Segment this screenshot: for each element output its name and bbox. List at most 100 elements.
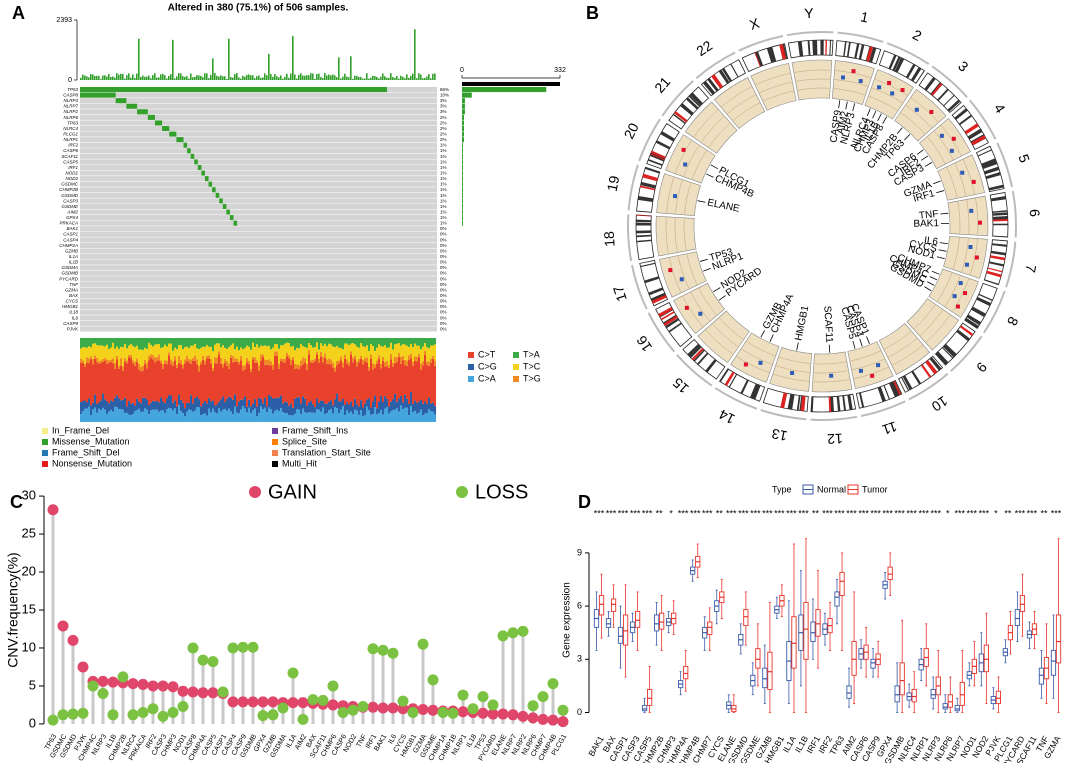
spectrum-segment xyxy=(326,403,329,414)
sample-burden-bar xyxy=(370,77,372,80)
legend-title: Type xyxy=(772,484,792,494)
sample-burden-bar xyxy=(270,73,272,80)
box xyxy=(894,685,900,703)
legend-swatch xyxy=(513,376,519,382)
spectrum-segment xyxy=(92,343,95,360)
lollipop-head xyxy=(247,696,259,708)
spectrum-segment xyxy=(328,338,331,344)
spectrum-segment xyxy=(80,413,83,422)
outer-ring xyxy=(695,51,736,80)
gene-label: GSDMB xyxy=(61,271,78,276)
row-background xyxy=(80,192,437,198)
spectrum-segment xyxy=(98,402,101,409)
lollipop-head xyxy=(327,699,339,711)
spectrum-segment xyxy=(236,338,239,347)
sample-burden-bar xyxy=(246,74,248,80)
sample-burden-bar xyxy=(382,73,384,80)
sample-burden-bar xyxy=(324,73,326,80)
spectrum-segment xyxy=(230,355,233,358)
spectrum-segment xyxy=(116,346,119,356)
spectrum-segment xyxy=(388,413,391,422)
gene-frequency-bar xyxy=(462,92,472,98)
spectrum-segment xyxy=(354,344,357,356)
spectrum-segment xyxy=(202,413,205,422)
gene-marker xyxy=(958,281,963,286)
spectrum-segment xyxy=(176,338,179,350)
spectrum-segment xyxy=(272,398,275,414)
lollipop-head xyxy=(377,644,389,656)
mutation-cells xyxy=(215,192,220,198)
spectrum-segment xyxy=(276,338,279,345)
box xyxy=(622,614,629,646)
spectrum-segment xyxy=(188,338,191,348)
spectrum-segment xyxy=(300,338,303,344)
spectrum-segment xyxy=(102,359,105,362)
ideogram-band xyxy=(721,67,732,82)
spectrum-segment xyxy=(288,415,291,422)
gene-label: GSDMD xyxy=(61,193,79,198)
spectrum-segment xyxy=(320,400,323,412)
spectrum-segment xyxy=(336,408,339,422)
spectrum-segment xyxy=(220,338,223,348)
sample-burden-bar xyxy=(372,75,374,80)
gene-marker xyxy=(969,208,974,213)
sample-burden-bar xyxy=(258,75,260,80)
spectrum-segment xyxy=(330,408,333,422)
spectrum-segment xyxy=(384,366,387,397)
spectrum-segment xyxy=(138,349,141,364)
row-background xyxy=(80,309,437,315)
row-background xyxy=(80,131,437,137)
percent-label: 1% xyxy=(440,154,447,159)
percent-label: 1% xyxy=(440,198,447,203)
spectrum-segment xyxy=(116,338,119,347)
spectrum-segment xyxy=(240,355,243,361)
sample-burden-bar xyxy=(162,73,164,80)
percent-label: 1% xyxy=(440,221,447,226)
spectrum-segment xyxy=(270,396,273,410)
spectrum-segment xyxy=(396,408,399,422)
spectrum-segment xyxy=(146,399,149,410)
mutation-cells xyxy=(197,164,202,171)
legend-swatch xyxy=(42,450,48,456)
spectrum-segment xyxy=(212,371,215,401)
ideogram-band xyxy=(986,270,1002,278)
spectrum-segment xyxy=(432,338,435,346)
spectrum-segment xyxy=(274,338,277,345)
spectrum-segment xyxy=(190,363,193,396)
row-background xyxy=(80,281,437,287)
lollipop-head xyxy=(67,708,79,720)
spectrum-segment xyxy=(328,343,331,359)
spectrum-segment xyxy=(390,338,393,343)
spectrum-segment xyxy=(220,363,223,400)
spectrum-segment xyxy=(142,338,145,350)
track-grid xyxy=(925,314,951,343)
track-grid xyxy=(961,237,969,273)
spectrum-segment xyxy=(192,360,195,404)
spectrum-segment xyxy=(84,338,87,348)
sample-burden-bar xyxy=(432,73,434,80)
spectrum-segment xyxy=(292,415,295,422)
legend-swatch xyxy=(468,364,474,370)
spectrum-segment xyxy=(256,416,259,422)
spectrum-segment xyxy=(420,349,423,364)
spectrum-segment xyxy=(398,342,401,354)
spectrum-segment xyxy=(198,371,201,400)
lollipop-head xyxy=(117,671,129,683)
row-background xyxy=(80,287,437,293)
outer-ring xyxy=(627,164,639,211)
ideogram-band xyxy=(665,318,680,329)
spectrum-segment xyxy=(220,357,223,364)
spectrum-segment xyxy=(414,361,417,401)
box xyxy=(815,609,821,637)
ideogram-band xyxy=(640,185,656,191)
spectrum-segment xyxy=(178,404,181,422)
outer-ring xyxy=(837,31,884,43)
spectrum-segment xyxy=(238,338,241,351)
spectrum-segment xyxy=(236,412,239,422)
lollipop-head xyxy=(127,678,139,690)
sample-burden-bar xyxy=(226,78,228,80)
mutation-cells xyxy=(183,142,188,148)
spectrum-segment xyxy=(306,347,309,364)
lollipop-head xyxy=(207,687,219,699)
spectrum-segment xyxy=(232,414,235,422)
